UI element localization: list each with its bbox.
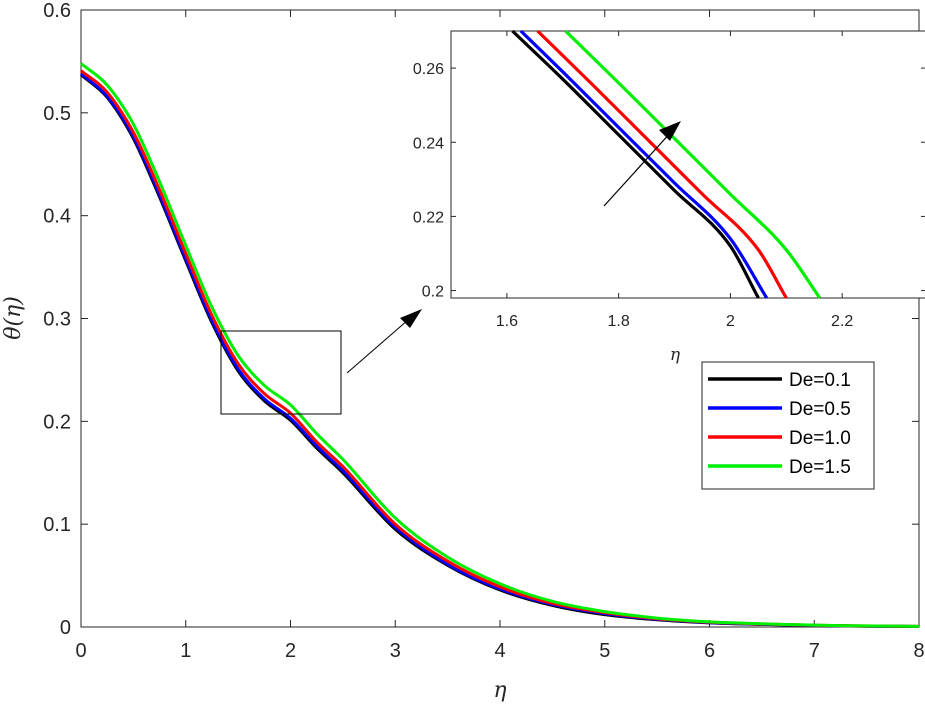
x-tick-label: 3 [390, 640, 401, 662]
inset-trend-arrow-shaft [603, 130, 673, 207]
y-axis-label: θ(η) [1, 296, 26, 340]
inset-series-line-de-1-0 [536, 29, 788, 299]
x-tick-label: 7 [809, 640, 820, 662]
y-tick-label: 0.1 [43, 514, 71, 536]
inset-x-tick-label: 2 [726, 313, 735, 330]
legend-box [701, 361, 875, 490]
y-tick-label: 0.2 [43, 411, 71, 433]
y-tick-label: 0.5 [43, 103, 71, 125]
x-tick-label: 2 [285, 640, 296, 662]
zoom-region-box [220, 330, 342, 415]
x-tick-label: 0 [75, 640, 86, 662]
x-axis-label: η [493, 678, 506, 703]
legend-label: De=1.0 [789, 428, 851, 449]
inset-plot-area [450, 30, 925, 299]
y-tick-label: 0 [60, 617, 71, 639]
zoom-arrow-head [400, 309, 422, 328]
y-tick-label: 0.3 [43, 309, 71, 331]
legend-label: De=0.5 [789, 399, 851, 420]
legend-label: De=1.5 [789, 457, 851, 478]
inset-x-axis-label: η [670, 345, 681, 365]
x-tick-label: 6 [704, 640, 715, 662]
inset-series-line-de-0-1 [511, 29, 760, 299]
inset-y-tick-label: 0.2 [422, 284, 444, 301]
inset-x-tick-label: 1.8 [608, 313, 630, 330]
inset-y-tick-label: 0.24 [413, 135, 444, 152]
x-tick-label: 5 [599, 640, 610, 662]
inset-trend-arrow-head [659, 121, 681, 141]
legend-label: De=0.1 [789, 370, 851, 391]
x-tick-label: 8 [913, 640, 924, 662]
y-tick-label: 0.4 [43, 206, 71, 228]
x-tick-label: 1 [180, 640, 191, 662]
inset-x-tick-label: 2.2 [831, 313, 853, 330]
zoom-arrow-shaft [346, 319, 409, 374]
legend: De=0.1 De=0.5 De=1.0 De=1.5 [701, 361, 875, 490]
inset-y-tick-label: 0.22 [413, 209, 444, 226]
inset-x-tick-label: 1.6 [496, 313, 518, 330]
inset-y-tick-label: 0.26 [413, 61, 444, 78]
inset-series-line-de-1-5 [564, 29, 822, 299]
y-tick-label: 0.6 [43, 0, 71, 22]
series-line-de-1-5 [80, 62, 920, 628]
x-tick-label: 4 [494, 640, 505, 662]
inset-series-line-de-0-5 [519, 29, 769, 299]
